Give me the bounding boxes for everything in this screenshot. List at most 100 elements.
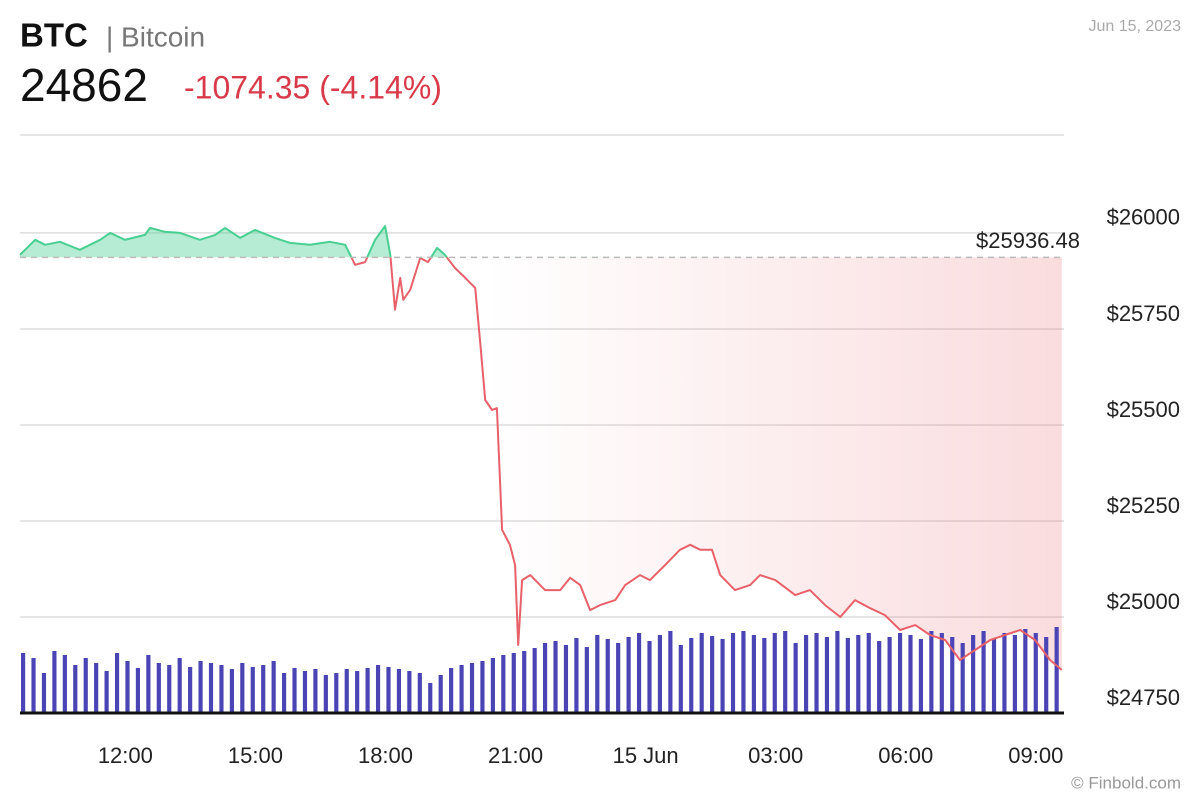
reference-label: $25936.48: [976, 228, 1080, 253]
volume-bar: [459, 665, 464, 713]
volume-bars: [20, 627, 1064, 715]
volume-bar: [710, 636, 715, 713]
x-tick-label: 03:00: [748, 743, 803, 768]
volume-bar: [897, 633, 903, 713]
date: Jun 15, 2023: [1088, 18, 1181, 35]
volume-bar: [1044, 637, 1049, 713]
volume-bar: [323, 675, 328, 713]
volume-bar: [167, 665, 172, 713]
volume-bar: [198, 661, 203, 713]
volume-bar: [469, 663, 475, 713]
volume-bar: [751, 635, 756, 713]
volume-bar: [114, 653, 120, 713]
volume-bar: [814, 633, 819, 713]
y-tick-label: $26000: [1107, 205, 1180, 230]
volume-bar: [856, 635, 861, 713]
volume-bar: [292, 668, 297, 713]
volume-bar: [125, 661, 130, 713]
volume-bar: [62, 655, 67, 713]
volume-bar: [636, 633, 642, 713]
volume-bar: [511, 653, 516, 713]
volume-bar: [480, 661, 485, 713]
volume-bar: [428, 683, 433, 713]
y-tick-label: $25250: [1107, 493, 1180, 518]
volume-bar: [950, 637, 955, 713]
x-tick-label: 15 Jun: [613, 743, 679, 768]
volume-bar: [877, 641, 882, 713]
line-above: [19, 225, 449, 258]
volume-bar: [386, 667, 391, 713]
volume-bar: [1012, 635, 1017, 713]
volume-bar: [929, 631, 934, 713]
volume-bar: [563, 645, 569, 713]
volume-bar: [21, 653, 26, 713]
volume-bar: [772, 633, 777, 713]
area-below: [20, 257, 1062, 670]
volume-bar: [1054, 627, 1059, 713]
x-tick-label: 15:00: [228, 743, 283, 768]
y-tick-label: $25750: [1107, 301, 1180, 326]
asset-name: | Bitcoin: [106, 21, 205, 52]
volume-bar: [490, 658, 495, 713]
area: [20, 226, 1062, 670]
volume-bar: [960, 643, 965, 713]
volume-bar: [261, 665, 266, 713]
volume-bar: [229, 669, 234, 713]
volume-bar: [146, 655, 151, 713]
volume-bar: [375, 665, 381, 713]
volume-bar: [730, 633, 736, 713]
x-tick-label: 06:00: [878, 743, 933, 768]
volume-bar: [438, 675, 443, 713]
volume-bar: [104, 671, 109, 713]
volume-bar: [271, 661, 276, 713]
volume-bar: [41, 673, 47, 713]
volume-bar: [1033, 633, 1038, 713]
volume-bar: [73, 665, 78, 713]
volume-bar: [908, 635, 913, 713]
volume-bar: [344, 669, 349, 713]
y-tick-label: $25500: [1107, 397, 1180, 422]
volume-bar: [595, 635, 600, 713]
volume-bar: [240, 663, 245, 713]
volume-bar: [94, 663, 99, 713]
volume-bar: [605, 639, 610, 713]
volume-bar: [135, 668, 141, 713]
labels: $24750 $25000 $25250 $25500 $25750 $26000 12:0…: [98, 205, 1180, 768]
volume-bar: [282, 673, 287, 713]
volume-bar: [355, 671, 360, 713]
volume-bar: [302, 671, 308, 713]
volume-bar: [783, 631, 788, 713]
volume-bar: [501, 655, 506, 713]
volume-bar: [845, 638, 850, 713]
volume-bar: [584, 647, 589, 713]
volume-bar: [991, 639, 997, 713]
volume-bar: [52, 651, 57, 713]
volume-bar: [532, 648, 537, 713]
volume-bar: [1023, 629, 1028, 713]
volume-bar: [689, 638, 694, 713]
volume-bar: [971, 635, 976, 713]
volume-bar: [334, 673, 339, 713]
volume-bar: [407, 671, 412, 713]
volume-bar: [449, 668, 454, 713]
volume-bar: [83, 658, 88, 713]
volume-bar: [543, 643, 548, 713]
volume-bar: [824, 637, 830, 713]
volume-bar: [1002, 633, 1007, 713]
volume-bar: [522, 651, 527, 713]
volume-bar: [313, 669, 318, 713]
volume-bar: [396, 669, 402, 713]
volume-bar: [835, 631, 840, 713]
price-line: [19, 225, 1064, 671]
volume-bar: [918, 639, 924, 713]
volume-bar: [553, 641, 558, 713]
line-below: [350, 257, 1063, 671]
volume-bar: [678, 645, 683, 713]
area-above: [20, 226, 447, 258]
price: 24862: [20, 59, 148, 111]
volume-bar: [208, 663, 214, 713]
volume-bar: [31, 658, 36, 713]
volume-bar: [741, 631, 746, 713]
volume-bar: [804, 635, 809, 713]
